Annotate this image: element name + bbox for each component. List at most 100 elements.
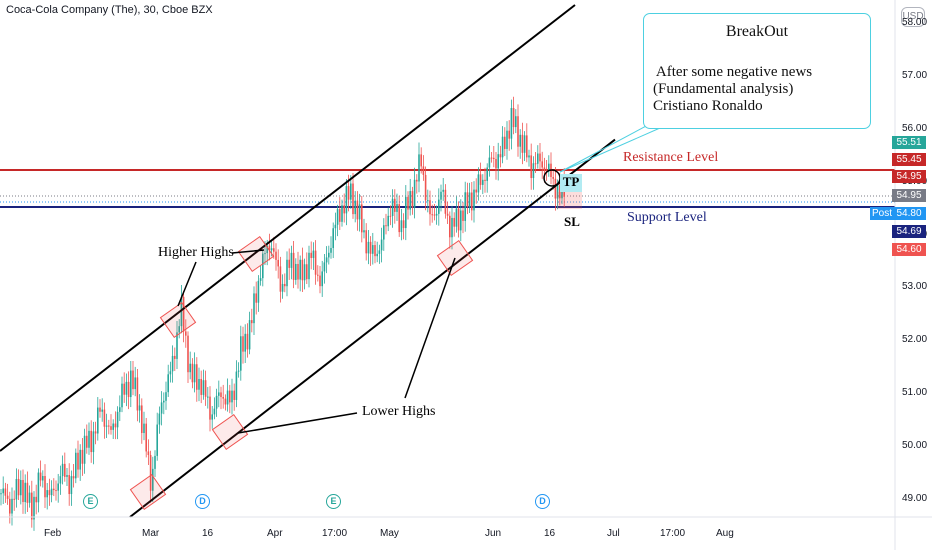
candle-body xyxy=(110,426,112,430)
x-tick-label: Mar xyxy=(142,528,160,539)
candle-body xyxy=(484,179,486,181)
candle-body xyxy=(482,179,484,185)
candle-body xyxy=(526,135,528,158)
y-tick-label: 58.00 xyxy=(902,17,928,29)
event-marker[interactable]: D xyxy=(535,494,550,509)
candle-body xyxy=(369,241,372,254)
candle-body xyxy=(262,253,264,279)
x-tick-label: Apr xyxy=(267,528,283,539)
candle-body xyxy=(321,271,323,287)
candle-body xyxy=(308,252,310,280)
higher-highs-pointer xyxy=(231,249,265,254)
higher-highs-pointer xyxy=(177,261,197,307)
candle-body xyxy=(345,186,348,214)
candle-body xyxy=(141,405,143,434)
candle-body xyxy=(400,220,403,233)
upper-channel-line xyxy=(0,4,576,452)
candle-body xyxy=(251,320,253,324)
candle-body xyxy=(64,463,66,477)
take-profit-box: TP xyxy=(560,174,582,192)
candle-body xyxy=(259,278,262,281)
candle-body xyxy=(66,475,68,477)
event-marker[interactable]: E xyxy=(83,494,98,509)
candle-body xyxy=(374,245,376,257)
candle-body xyxy=(490,157,493,159)
candle-body xyxy=(420,154,422,167)
price-label: 54.60 xyxy=(892,243,926,256)
candle-body xyxy=(138,405,141,411)
candle-body xyxy=(361,204,363,233)
lower-highs-pointer xyxy=(237,412,358,434)
candle-body xyxy=(226,390,229,405)
candle-body xyxy=(44,475,46,498)
candle-body xyxy=(57,483,59,491)
candle-body xyxy=(136,377,139,411)
candle-body xyxy=(213,408,216,415)
candle-body xyxy=(116,411,119,428)
candle-body xyxy=(477,174,480,193)
candle-body xyxy=(486,167,488,181)
y-tick-label: 52.00 xyxy=(902,334,928,346)
candle-body xyxy=(229,390,231,403)
candle-body xyxy=(383,225,385,240)
candle-body xyxy=(79,449,81,470)
candle-body xyxy=(334,224,337,229)
candle-body xyxy=(449,215,451,238)
candle-body xyxy=(431,214,433,216)
candle-body xyxy=(506,130,508,149)
candle-body xyxy=(332,228,334,249)
currency-button[interactable]: USD xyxy=(901,7,925,27)
candle-body xyxy=(497,154,499,169)
candle-body xyxy=(55,490,57,492)
event-marker[interactable]: D xyxy=(195,494,210,509)
candle-body xyxy=(510,108,513,139)
candle-body xyxy=(323,262,326,272)
candle-body xyxy=(402,220,405,229)
candle-body xyxy=(218,392,220,396)
candle-body xyxy=(365,230,367,254)
candle-body xyxy=(6,495,9,499)
x-tick-label: Jul xyxy=(607,528,620,539)
candle-body xyxy=(416,179,418,182)
candle-body xyxy=(543,167,546,171)
lower-channel-line xyxy=(129,138,616,518)
candle-body xyxy=(519,134,521,147)
candle-body xyxy=(147,451,150,455)
candle-body xyxy=(336,209,339,225)
candle-body xyxy=(163,400,165,403)
candle-body xyxy=(92,431,95,453)
candle-body xyxy=(354,200,356,215)
x-tick-label: Feb xyxy=(44,528,62,539)
event-marker[interactable]: E xyxy=(326,494,341,509)
candle-body xyxy=(499,154,502,158)
candle-body xyxy=(554,178,557,199)
candle-body xyxy=(541,161,543,168)
candle-body xyxy=(440,191,442,200)
candle-body xyxy=(268,245,271,251)
candle-body xyxy=(495,159,497,169)
candle-body xyxy=(559,185,561,199)
x-tick-label: 16 xyxy=(544,528,556,539)
candle-body xyxy=(13,498,15,500)
price-label: 54.95 xyxy=(892,170,926,183)
callout-pointer xyxy=(559,127,661,173)
lower-highs-pointer xyxy=(404,257,456,399)
candle-body xyxy=(202,380,205,395)
candle-body xyxy=(130,370,132,398)
candle-body xyxy=(378,250,381,254)
candle-body xyxy=(264,253,266,255)
candle-body xyxy=(405,196,407,229)
candle-body xyxy=(451,217,453,238)
highlight-box xyxy=(129,474,167,510)
candle-body xyxy=(70,476,73,495)
breakout-callout[interactable]: BreakOut After some negative news (Funda… xyxy=(643,13,871,129)
candle-body xyxy=(20,480,22,496)
callout-pointer xyxy=(559,124,649,173)
candle-body xyxy=(83,435,86,464)
candle-body xyxy=(81,449,84,464)
higher-highs-label: Higher Highs xyxy=(158,245,234,260)
candle-body xyxy=(455,208,458,227)
candle-body xyxy=(515,116,517,128)
candle-body xyxy=(413,179,416,208)
